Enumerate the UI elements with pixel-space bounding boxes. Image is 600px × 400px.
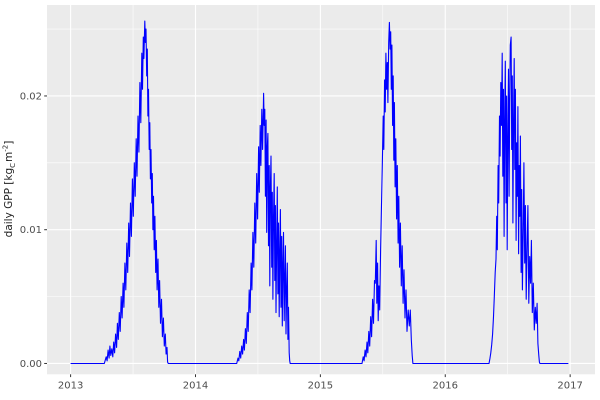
gpp-line bbox=[70, 20, 569, 365]
x-tick-label: 2014 bbox=[183, 380, 208, 391]
y-tick-label: 0.00 bbox=[20, 359, 42, 370]
y-axis-title-superscript: -2 bbox=[1, 144, 10, 152]
x-tick-label: 2016 bbox=[433, 380, 458, 391]
y-axis-title: daily GPP [kgCm-2] bbox=[1, 123, 18, 255]
y-tick-label: 0.02 bbox=[20, 91, 42, 102]
y-axis-title-pre: daily GPP [kg bbox=[3, 167, 15, 238]
y-axis-title-post: ] bbox=[3, 140, 15, 145]
x-tick-label: 2015 bbox=[308, 380, 333, 391]
x-tick-label: 2017 bbox=[557, 380, 582, 391]
y-axis-title-mid: m bbox=[3, 151, 15, 162]
y-tick-label: 0.01 bbox=[20, 225, 42, 236]
y-axis-title-subscript: C bbox=[9, 162, 18, 168]
x-tick-label: 2013 bbox=[58, 380, 83, 391]
